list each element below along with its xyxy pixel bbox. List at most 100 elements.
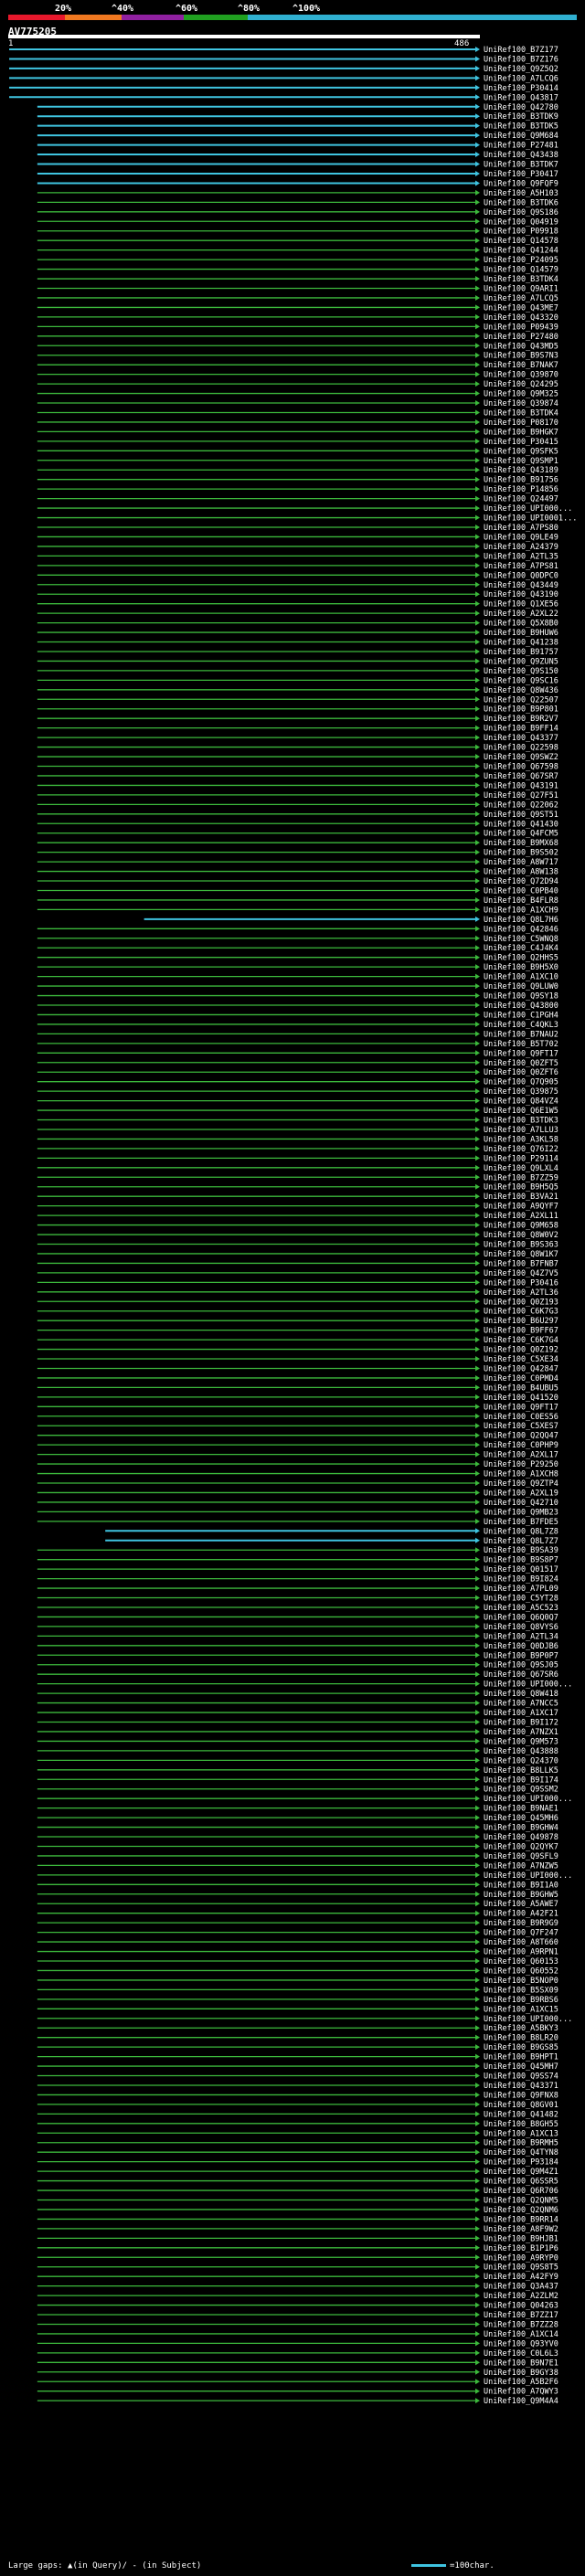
hit-label[interactable]: UniRef100_Q9M4Z1 — [484, 2168, 558, 2177]
hit-label[interactable]: UniRef100_B9FF14 — [484, 725, 558, 734]
hit-label[interactable]: UniRef100_Q39874 — [484, 399, 558, 408]
hit-label[interactable]: UniRef100_C4QKL3 — [484, 1021, 558, 1030]
hit-label[interactable]: UniRef100_Q14579 — [484, 266, 558, 275]
hit-label[interactable]: UniRef100_Q9ZUN5 — [484, 657, 558, 666]
hit-label[interactable]: UniRef100_Q39875 — [484, 1087, 558, 1097]
hit-label[interactable]: UniRef100_B9GS85 — [484, 2043, 558, 2052]
hit-label[interactable]: UniRef100_Q9M684 — [484, 132, 558, 141]
hit-label[interactable]: UniRef100_Q8W418 — [484, 1690, 558, 1699]
hit-label[interactable]: UniRef100_B3TDK4 — [484, 275, 558, 284]
hit-label[interactable]: UniRef100_C0ES56 — [484, 1413, 558, 1422]
hit-label[interactable]: UniRef100_A7PL09 — [484, 1585, 558, 1594]
hit-label[interactable]: UniRef100_A24379 — [484, 543, 558, 552]
hit-label[interactable]: UniRef100_B7Z176 — [484, 55, 558, 64]
hit-label[interactable]: UniRef100_B3TDK6 — [484, 198, 558, 207]
hit-label[interactable]: UniRef100_A7NZW5 — [484, 1861, 558, 1871]
hit-label[interactable]: UniRef100_Q8L7Z8 — [484, 1527, 558, 1536]
hit-label[interactable]: UniRef100_Q49878 — [484, 1833, 558, 1842]
hit-label[interactable]: UniRef100_A7LLU3 — [484, 1126, 558, 1135]
hit-label[interactable]: UniRef100_B9HPT1 — [484, 2053, 558, 2062]
hit-label[interactable]: UniRef100_B9HJB1 — [484, 2234, 558, 2243]
hit-label[interactable]: UniRef100_C5YT28 — [484, 1595, 558, 1604]
hit-label[interactable]: UniRef100_B9I1A0 — [484, 1881, 558, 1890]
hit-label[interactable]: UniRef100_C5XE34 — [484, 1355, 558, 1364]
hit-label[interactable]: UniRef100_B4FLR8 — [484, 896, 558, 906]
hit-label[interactable]: UniRef100_B9S502 — [484, 849, 558, 858]
hit-label[interactable]: UniRef100_Q9SWZ2 — [484, 753, 558, 762]
hit-label[interactable]: UniRef100_B7NAU2 — [484, 1030, 558, 1039]
hit-label[interactable]: UniRef100_Q0Z193 — [484, 1298, 558, 1307]
hit-label[interactable]: UniRef100_B9SA39 — [484, 1546, 558, 1555]
hit-label[interactable]: UniRef100_Q9FNX8 — [484, 2091, 558, 2100]
hit-label[interactable]: UniRef100_A2ZLM2 — [484, 2292, 558, 2301]
hit-label[interactable]: UniRef100_B9H5X0 — [484, 963, 558, 972]
hit-label[interactable]: UniRef100_A7QWY3 — [484, 2388, 558, 2397]
hit-label[interactable]: UniRef100_Q9S8T5 — [484, 2263, 558, 2273]
hit-label[interactable]: UniRef100_P29114 — [484, 1154, 558, 1163]
hit-label[interactable]: UniRef100_Q42846 — [484, 925, 558, 934]
hit-label[interactable]: UniRef100_P30415 — [484, 438, 558, 447]
hit-label[interactable]: UniRef100_UPI0001... — [484, 514, 577, 524]
hit-label[interactable]: UniRef100_Q9ARI1 — [484, 285, 558, 294]
hit-label[interactable]: UniRef100_A8F9W2 — [484, 2225, 558, 2234]
hit-label[interactable]: UniRef100_C0L6L3 — [484, 2349, 558, 2359]
hit-label[interactable]: UniRef100_UPI000... — [484, 1871, 572, 1881]
hit-label[interactable]: UniRef100_Q7Q905 — [484, 1078, 558, 1087]
hit-label[interactable]: UniRef100_Q93YV0 — [484, 2339, 558, 2348]
hit-label[interactable]: UniRef100_B3TDK7 — [484, 161, 558, 170]
hit-label[interactable]: UniRef100_B5SX09 — [484, 1986, 558, 1995]
hit-label[interactable]: UniRef100_A42FY9 — [484, 2273, 558, 2282]
hit-label[interactable]: UniRef100_A9QYF7 — [484, 1203, 558, 1212]
hit-label[interactable]: UniRef100_Q76I22 — [484, 1145, 558, 1154]
hit-label[interactable]: UniRef100_C4J4K4 — [484, 944, 558, 953]
hit-label[interactable]: UniRef100_Q9FQF9 — [484, 179, 558, 188]
hit-label[interactable]: UniRef100_Q43438 — [484, 151, 558, 160]
hit-label[interactable]: UniRef100_B3TDK3 — [484, 1117, 558, 1126]
hit-label[interactable]: UniRef100_UPI000... — [484, 2015, 572, 2024]
hit-label[interactable]: UniRef100_C0PB40 — [484, 886, 558, 896]
hit-label[interactable]: UniRef100_B91757 — [484, 648, 558, 657]
hit-label[interactable]: UniRef100_B9S8P7 — [484, 1556, 558, 1565]
hit-label[interactable]: UniRef100_A5B2F6 — [484, 2378, 558, 2387]
hit-label[interactable]: UniRef100_B9MX68 — [484, 839, 558, 848]
hit-label[interactable]: UniRef100_Q8W1K7 — [484, 1250, 558, 1259]
hit-label[interactable]: UniRef100_P14856 — [484, 485, 558, 494]
hit-label[interactable]: UniRef100_A1XC10 — [484, 973, 558, 982]
hit-label[interactable]: UniRef100_Q04919 — [484, 217, 558, 227]
hit-label[interactable]: UniRef100_B8LLK5 — [484, 1766, 558, 1776]
hit-label[interactable]: UniRef100_B9N7E1 — [484, 2359, 558, 2368]
hit-label[interactable]: UniRef100_Q72D94 — [484, 877, 558, 886]
hit-label[interactable]: UniRef100_B9I174 — [484, 1776, 558, 1785]
hit-label[interactable]: UniRef100_P09918 — [484, 228, 558, 237]
hit-label[interactable]: UniRef100_Q6Q0Q7 — [484, 1613, 558, 1622]
hit-label[interactable]: UniRef100_Q9M325 — [484, 390, 558, 399]
hit-label[interactable]: UniRef100_A1XCH8 — [484, 1470, 558, 1479]
hit-label[interactable]: UniRef100_A2TL35 — [484, 552, 558, 561]
hit-label[interactable]: UniRef100_Q2QQ47 — [484, 1432, 558, 1441]
hit-label[interactable]: UniRef100_Q22598 — [484, 744, 558, 753]
hit-label[interactable]: UniRef100_B9P801 — [484, 705, 558, 715]
hit-label[interactable]: UniRef100_P29250 — [484, 1460, 558, 1469]
hit-label[interactable]: UniRef100_Q43320 — [484, 313, 558, 323]
hit-label[interactable]: UniRef100_Q45MH6 — [484, 1814, 558, 1823]
hit-label[interactable]: UniRef100_B9GHW5 — [484, 1891, 558, 1900]
hit-label[interactable]: UniRef100_Q41238 — [484, 639, 558, 648]
hit-label[interactable]: UniRef100_Q0DJB6 — [484, 1642, 558, 1651]
hit-label[interactable]: UniRef100_Q9SY18 — [484, 992, 558, 1002]
hit-label[interactable]: UniRef100_Q43449 — [484, 581, 558, 590]
hit-label[interactable]: UniRef100_Q6SSR5 — [484, 2178, 558, 2187]
hit-label[interactable]: UniRef100_Q9SSM2 — [484, 1786, 558, 1795]
hit-label[interactable]: UniRef100_A7LCQ5 — [484, 294, 558, 303]
hit-label[interactable]: UniRef100_Q8VYS6 — [484, 1623, 558, 1632]
hit-label[interactable]: UniRef100_Q24295 — [484, 380, 558, 389]
hit-label[interactable]: UniRef100_A7NZX1 — [484, 1728, 558, 1737]
hit-label[interactable]: UniRef100_Q2QYK7 — [484, 1842, 558, 1851]
hit-label[interactable]: UniRef100_Q0DPC0 — [484, 571, 558, 580]
hit-label[interactable]: UniRef100_B9GY38 — [484, 2369, 558, 2378]
hit-label[interactable]: UniRef100_B8GH55 — [484, 2120, 558, 2129]
hit-label[interactable]: UniRef100_Q9Z5Q2 — [484, 65, 558, 74]
hit-label[interactable]: UniRef100_P30417 — [484, 170, 558, 179]
hit-label[interactable]: UniRef100_B9HUW6 — [484, 629, 558, 638]
hit-label[interactable]: UniRef100_Q2QNM5 — [484, 2197, 558, 2206]
hit-label[interactable]: UniRef100_B3TDK9 — [484, 112, 558, 122]
